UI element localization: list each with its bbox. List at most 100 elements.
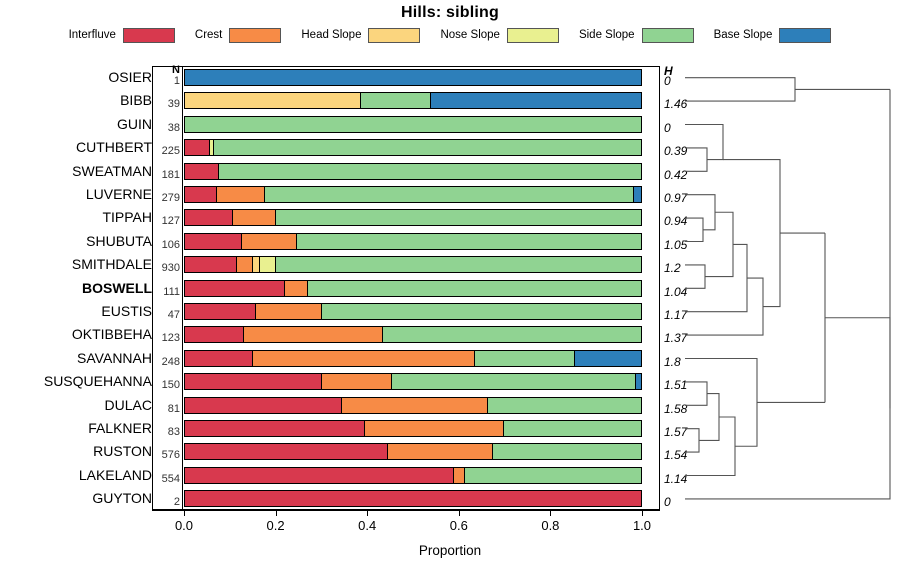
stacked-bar (184, 490, 642, 508)
category-label: LUVERNE (85, 186, 152, 202)
bar-segment-interfluve (185, 210, 233, 226)
n-value: 38 (167, 121, 180, 134)
category-label: SHUBUTA (86, 232, 152, 249)
chart-row: SUSQUEHANNA 150 1.51 (44, 370, 687, 393)
n-value: 2 (173, 496, 180, 509)
h-value: 1.58 (664, 401, 688, 416)
bar-segment-nose-slope (210, 140, 214, 156)
n-value: 81 (167, 402, 180, 415)
stacked-bar (184, 115, 642, 133)
bar-segment-side-slope (465, 467, 641, 483)
bar-segment-crest (237, 257, 254, 273)
h-value: 0.94 (664, 214, 688, 229)
n-value: 279 (161, 192, 180, 204)
chart-row: RUSTON 576 1.54 (93, 440, 687, 463)
category-label: OKTIBBEHA (71, 326, 152, 343)
bar-segment-crest (342, 397, 489, 413)
column-header-n: N (172, 64, 180, 76)
bar-segment-side-slope (360, 93, 432, 109)
bar-segment-side-slope (321, 304, 641, 319)
legend-label: Interfluve (68, 29, 116, 41)
bar-segment-nose-slope (260, 257, 277, 273)
category-label: SWEATMAN (72, 162, 152, 179)
bar-segment-interfluve (185, 444, 388, 460)
chart-row: SMITHDALE 930 1.2 (72, 253, 681, 276)
x-tick-label: 0.4 (358, 518, 377, 533)
legend-label: Head Slope (301, 29, 362, 41)
bar-segment-crest (255, 304, 322, 319)
h-value: 1.17 (664, 308, 688, 322)
bar-segment-interfluve (185, 140, 211, 156)
bar-segment-side-slope (213, 140, 641, 156)
bar-segment-crest (244, 327, 384, 343)
legend-swatch (506, 27, 559, 43)
legend-entry-nose-slope: Nose Slope (440, 27, 559, 43)
legend-entry-crest: Crest (194, 27, 282, 43)
n-value: 554 (161, 472, 180, 485)
category-label: BIBB (120, 92, 152, 109)
stacked-bar (184, 139, 642, 157)
bar-segment-base-slope (634, 187, 641, 202)
category-label: SUSQUEHANNA (43, 373, 152, 390)
n-value: 181 (161, 168, 180, 181)
chart-row: FALKNER 83 1.57 (88, 417, 687, 440)
legend-label: Side Slope (578, 29, 635, 41)
x-tick (184, 510, 185, 516)
h-value: 1.51 (664, 378, 688, 393)
stacked-bar (184, 92, 642, 110)
n-value: 248 (161, 355, 180, 368)
h-value: 1.57 (664, 425, 688, 439)
legend-swatch (641, 27, 694, 43)
stacked-bar (184, 162, 642, 180)
category-label: FALKNER (88, 420, 152, 436)
n-value: 576 (161, 449, 180, 462)
bar-segment-side-slope (474, 350, 575, 366)
x-tick-label: 0.6 (449, 518, 468, 533)
h-value: 0 (664, 74, 671, 88)
h-value: 1.05 (664, 237, 688, 252)
legend-swatch (368, 27, 421, 43)
legend-entry-side-slope: Side Slope (578, 27, 694, 43)
bar-segment-crest (285, 280, 309, 296)
bar-segment-side-slope (276, 210, 641, 226)
n-value: 150 (161, 379, 180, 392)
category-label: EUSTIS (101, 303, 152, 319)
x-tick (275, 510, 277, 516)
dendrogram (685, 66, 900, 510)
bar-segment-crest (216, 187, 265, 202)
bar-segment-side-slope (219, 163, 641, 179)
x-tick (458, 510, 460, 516)
h-value: 0.42 (664, 167, 688, 182)
category-label: RUSTON (93, 443, 152, 460)
x-tick-label: 1.0 (632, 518, 652, 533)
h-value: 1.2 (664, 261, 681, 276)
bar-segment-side-slope (296, 233, 641, 249)
legend-swatch (122, 27, 175, 43)
legend-label: Base Slope (713, 29, 773, 41)
bar-segment-side-slope (308, 280, 641, 296)
chart-row: SAVANNAH 248 1.8 (77, 347, 681, 370)
chart-row: SHUBUTA 106 1.05 (86, 230, 687, 253)
n-value: 111 (163, 285, 180, 298)
h-value: 0 (664, 120, 671, 135)
bar-segment-interfluve (185, 163, 220, 179)
bar-segment-side-slope (492, 444, 641, 460)
legend-entry-interfluve: Interfluve (68, 27, 175, 43)
bar-segment-side-slope (488, 397, 641, 413)
legend-label: Crest (194, 29, 223, 41)
bar-segment-interfluve (185, 421, 366, 436)
chart-row: LUVERNE 279 0.97 (86, 183, 687, 206)
dendrogram-svg (685, 77, 891, 500)
chart-row: EUSTIS 47 1.17 (101, 300, 687, 323)
stacked-bar (184, 443, 642, 461)
chart-row: OKTIBBEHA 123 1.37 (72, 323, 687, 346)
bar-segment-base-slope (636, 374, 641, 390)
stacked-bar (184, 420, 642, 437)
bar-segment-interfluve (185, 374, 322, 390)
n-value: 1 (173, 75, 180, 87)
stacked-bar (184, 186, 642, 203)
bar-segment-interfluve (185, 304, 256, 319)
legend-entry-head-slope: Head Slope (301, 27, 421, 43)
bar-segment-side-slope (392, 374, 637, 390)
n-value: 127 (161, 215, 180, 228)
